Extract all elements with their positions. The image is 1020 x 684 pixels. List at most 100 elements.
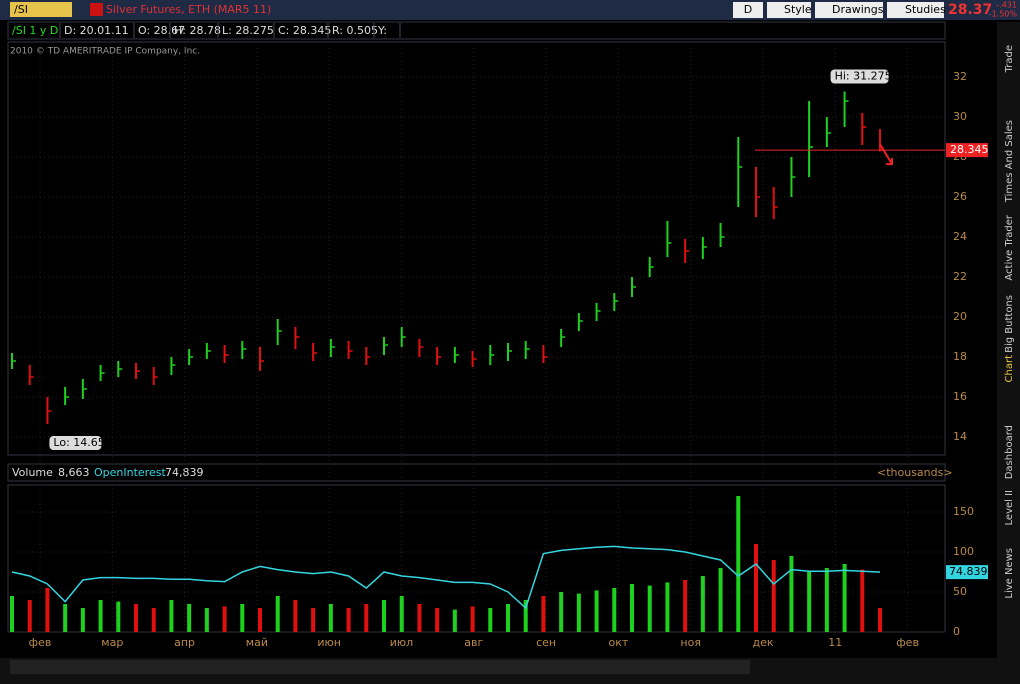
side-tab[interactable]: Live News: [1004, 548, 1015, 599]
side-tab[interactable]: Trade: [1004, 45, 1015, 73]
last-tag: [946, 143, 988, 158]
y-tick-label: 22: [953, 270, 967, 283]
volume-bar: [860, 569, 865, 632]
lo-box: [49, 436, 102, 450]
x-tick-label: сен: [536, 636, 556, 649]
volume-bar: [293, 600, 298, 632]
volume-bar: [559, 592, 564, 632]
volume-bar: [169, 600, 174, 632]
volume-bar: [240, 604, 245, 632]
button-label: Style: [784, 3, 812, 16]
volume-bar: [435, 608, 440, 632]
description: Silver Futures, ETH (MAR5 11): [106, 3, 271, 16]
volume-bar: [417, 604, 422, 632]
x-tick-label: ноя: [680, 636, 701, 649]
y-tick-label: 32: [953, 70, 967, 83]
button-label: Studies: [905, 3, 946, 16]
side-tab[interactable]: Level II: [1004, 490, 1015, 525]
volume-bar: [63, 604, 68, 632]
volume-bar: [683, 580, 688, 632]
info-group: /SI 1 y D D: 20.01.11 O: 28.67H: 28.78 L: 2…: [12, 24, 387, 37]
info-item: L: 28.275: [222, 24, 274, 37]
volume-bar: [27, 600, 32, 632]
volume-bar: [399, 596, 404, 632]
x-tick-label: авг: [464, 636, 483, 649]
arrow: [879, 143, 893, 166]
volume-label: Volume: [12, 466, 53, 479]
oi-tag: [946, 565, 988, 580]
change-pct: -1.50%: [989, 10, 1018, 19]
symbol-box[interactable]: [10, 2, 72, 17]
side-panel: [997, 22, 1020, 662]
volume-bar: [204, 608, 209, 632]
info-item: D: 20.01.11: [64, 24, 129, 37]
hi-box: [830, 69, 889, 84]
volume-bar: [311, 608, 316, 632]
x-tick-label: июл: [390, 636, 413, 649]
volume-bar: [541, 596, 546, 632]
volume-bar: [665, 582, 670, 632]
y-tick-label: 24: [953, 230, 967, 243]
info-item: H: 28.78: [174, 24, 221, 37]
x-tick-label: фев: [29, 636, 52, 649]
y-tick-label: 14: [953, 430, 967, 443]
lo-label: Lo: 14.65: [53, 436, 104, 449]
volume-label: <thousands>: [877, 466, 953, 479]
volume-bar: [382, 600, 386, 632]
info-item: Y:: [377, 24, 387, 37]
volume-bar: [10, 596, 14, 632]
volume-bar: [700, 576, 705, 632]
button-label: Drawings: [832, 3, 884, 16]
studies-button[interactable]: [887, 2, 944, 18]
scroll-track[interactable]: [10, 660, 750, 674]
volume-bar: [647, 585, 652, 632]
volume-bar: [328, 604, 333, 632]
volume-bar: [878, 608, 882, 632]
y-tick-label: 150: [953, 505, 974, 518]
style-button[interactable]: [767, 2, 811, 18]
x-tick-label: 11: [828, 636, 842, 649]
volume-bar: [275, 596, 280, 632]
oi-tag-label: 74.839: [949, 565, 988, 578]
volume-bar: [807, 572, 812, 632]
volume-bar: [612, 588, 617, 632]
volume-bar: [488, 608, 493, 632]
flag: [90, 3, 103, 16]
volume-bar: [824, 568, 829, 632]
info-bar: [7, 21, 946, 40]
volume-bar: [134, 604, 138, 632]
x-tick-label: июн: [317, 636, 341, 649]
info-item: R: 0.505: [332, 24, 378, 37]
volume-bar: [470, 606, 475, 632]
last-price: 28.37: [948, 2, 992, 18]
y-tick-label: 50: [953, 585, 967, 598]
volume-bar: [523, 600, 528, 632]
volume-bar: [630, 584, 634, 632]
side-tab[interactable]: Big Buttons: [1004, 295, 1015, 353]
x-tick-label: мар: [101, 636, 123, 649]
volume-label: OpenInterest: [94, 466, 166, 479]
copyright: 2010 © TD AMERITRADE IP Company, Inc.: [10, 47, 200, 57]
period-button[interactable]: [733, 2, 763, 18]
change: -.431: [996, 1, 1017, 10]
volume-bar: [718, 568, 723, 632]
side-tab[interactable]: Chart: [1004, 355, 1015, 383]
y-tick-label: 100: [953, 545, 974, 558]
side-tab[interactable]: Active Trader: [1004, 214, 1015, 280]
x-tick-label: фев: [896, 636, 919, 649]
y-tick-label: 30: [953, 110, 967, 123]
volume-bar: [258, 608, 262, 632]
open-interest-line: [11, 545, 881, 610]
side-tab[interactable]: Times And Sales: [1004, 120, 1015, 203]
price-frame: [7, 41, 946, 456]
side-tab[interactable]: Dashboard: [1004, 425, 1015, 479]
info-item: C: 28.345: [278, 24, 331, 37]
symbol: /SI: [14, 3, 28, 16]
volume-bar: [187, 604, 192, 632]
y-tick-label: 18: [953, 350, 967, 363]
period-label: D: [744, 3, 752, 16]
x-tick-label: дек: [752, 636, 773, 649]
drawings-button[interactable]: [815, 2, 883, 18]
volume-bar: [736, 496, 741, 632]
